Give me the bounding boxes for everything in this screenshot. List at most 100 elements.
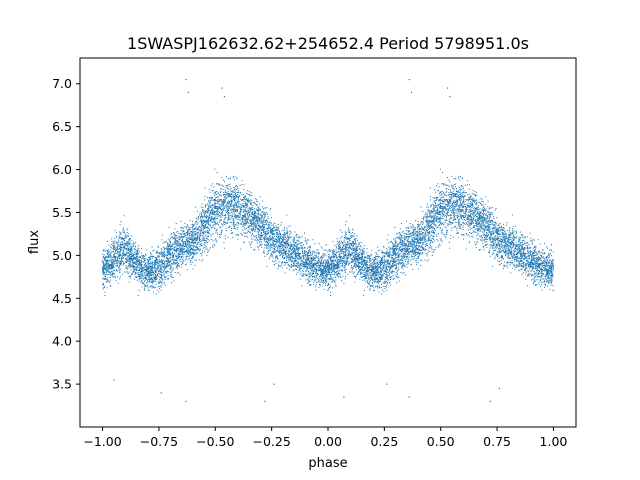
- data-point: [551, 255, 552, 257]
- data-point: [524, 255, 526, 257]
- data-point: [291, 256, 293, 257]
- data-point: [307, 262, 309, 264]
- data-point: [320, 246, 322, 248]
- data-point: [328, 268, 330, 270]
- data-point: [309, 281, 311, 282]
- data-point: [490, 241, 492, 243]
- data-point: [352, 229, 354, 231]
- data-point: [189, 220, 191, 222]
- data-point: [179, 244, 181, 246]
- data-point: [540, 260, 542, 262]
- data-point: [413, 233, 415, 235]
- data-point: [450, 191, 452, 193]
- data-point: [477, 218, 479, 220]
- data-point: [403, 245, 405, 246]
- data-point: [240, 209, 242, 211]
- data-point: [516, 256, 518, 257]
- data-point: [348, 248, 350, 250]
- data-point: [116, 265, 118, 267]
- data-point: [456, 195, 458, 197]
- data-point: [339, 255, 341, 257]
- data-point: [366, 261, 368, 263]
- data-point: [404, 239, 406, 241]
- data-point: [161, 260, 163, 262]
- data-point: [531, 263, 533, 265]
- data-point: [328, 249, 330, 251]
- data-point: [498, 251, 500, 253]
- data-point: [430, 242, 431, 244]
- data-point: [271, 236, 273, 238]
- data-point: [535, 279, 537, 281]
- data-point: [293, 261, 295, 263]
- data-point: [227, 205, 229, 207]
- data-point: [505, 243, 507, 245]
- data-point: [478, 214, 480, 216]
- data-point: [529, 266, 531, 268]
- data-point: [151, 265, 153, 266]
- data-point: [131, 255, 133, 256]
- data-point: [308, 245, 310, 247]
- data-point: [391, 241, 392, 243]
- data-point: [136, 256, 138, 257]
- data-point: [507, 255, 509, 257]
- data-point: [104, 278, 106, 280]
- data-point: [434, 215, 436, 217]
- data-point: [174, 242, 176, 243]
- data-point: [332, 251, 334, 253]
- data-point: [388, 270, 390, 272]
- data-point: [370, 259, 372, 261]
- data-point: [115, 251, 117, 253]
- data-point: [349, 247, 351, 249]
- data-point: [104, 257, 105, 259]
- data-point: [246, 213, 248, 215]
- data-point: [122, 237, 124, 239]
- data-point: [320, 274, 322, 276]
- data-point: [328, 274, 330, 275]
- data-point: [187, 237, 189, 239]
- data-point: [154, 265, 156, 266]
- data-point: [301, 275, 303, 277]
- data-point: [541, 284, 543, 285]
- data-point: [194, 259, 196, 261]
- data-point: [439, 228, 441, 230]
- data-point: [287, 263, 289, 265]
- data-point: [447, 215, 449, 217]
- data-point: [129, 253, 130, 255]
- data-point: [544, 266, 546, 268]
- data-point: [138, 279, 140, 281]
- data-point: [379, 287, 381, 289]
- data-point: [342, 265, 344, 267]
- data-point: [200, 230, 202, 232]
- data-point: [453, 226, 455, 228]
- data-point: [543, 281, 545, 283]
- data-point: [229, 183, 231, 185]
- data-point: [272, 242, 274, 244]
- data-point: [190, 262, 192, 264]
- data-point: [168, 259, 169, 261]
- data-point: [251, 209, 253, 211]
- data-point: [335, 285, 337, 287]
- data-point: [521, 256, 523, 258]
- data-point: [351, 228, 353, 230]
- data-point: [474, 228, 476, 230]
- data-point: [528, 244, 530, 246]
- data-point: [345, 244, 347, 246]
- data-point: [130, 245, 132, 247]
- data-point: [372, 280, 374, 281]
- data-point: [162, 256, 164, 258]
- data-point: [239, 198, 241, 200]
- data-point: [149, 275, 151, 277]
- data-point: [313, 281, 315, 283]
- data-point: [503, 235, 505, 237]
- data-point: [385, 266, 387, 268]
- data-point: [399, 238, 401, 240]
- data-point: [456, 197, 458, 199]
- data-point: [255, 235, 257, 236]
- data-point: [340, 265, 342, 267]
- data-point: [393, 259, 395, 261]
- data-point: [399, 235, 401, 237]
- data-point: [113, 267, 115, 269]
- data-point: [201, 217, 203, 219]
- data-point: [351, 267, 353, 269]
- data-point: [424, 239, 426, 241]
